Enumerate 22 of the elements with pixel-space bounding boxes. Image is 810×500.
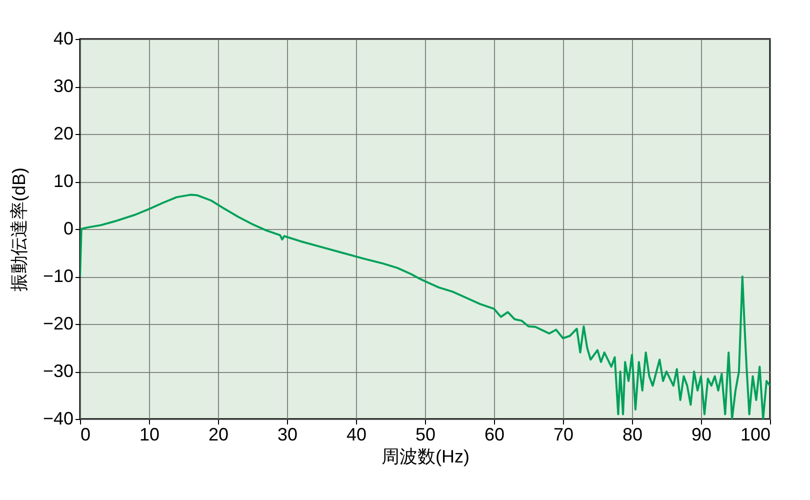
y-tick-label: −20 [42,314,74,334]
x-tick-label: 80 [622,424,643,444]
y-tick-label: 0 [63,218,74,238]
x-tick-label: 90 [691,424,712,444]
y-axis-title: 振動伝達率(dB) [8,167,29,292]
y-tick-label: −40 [42,408,74,428]
x-tick-label: 100 [740,424,770,444]
y-tick-label: −30 [42,361,74,381]
x-tick-label: 10 [139,424,160,444]
y-tick-label: 10 [53,171,74,191]
x-tick-label: 30 [277,424,298,444]
x-tick-label: 20 [208,424,229,444]
x-tick-label: 70 [553,424,574,444]
x-axis-title: 周波数(Hz) [382,446,470,466]
y-tick-label: 40 [53,28,74,48]
x-tick-label: 50 [415,424,436,444]
y-tick-label: 20 [53,124,74,144]
x-tick-label: 0 [80,424,91,444]
y-tick-label: 30 [53,76,74,96]
y-tick-label: −10 [42,266,74,286]
x-tick-label: 40 [346,424,367,444]
x-tick-label: 60 [484,424,505,444]
